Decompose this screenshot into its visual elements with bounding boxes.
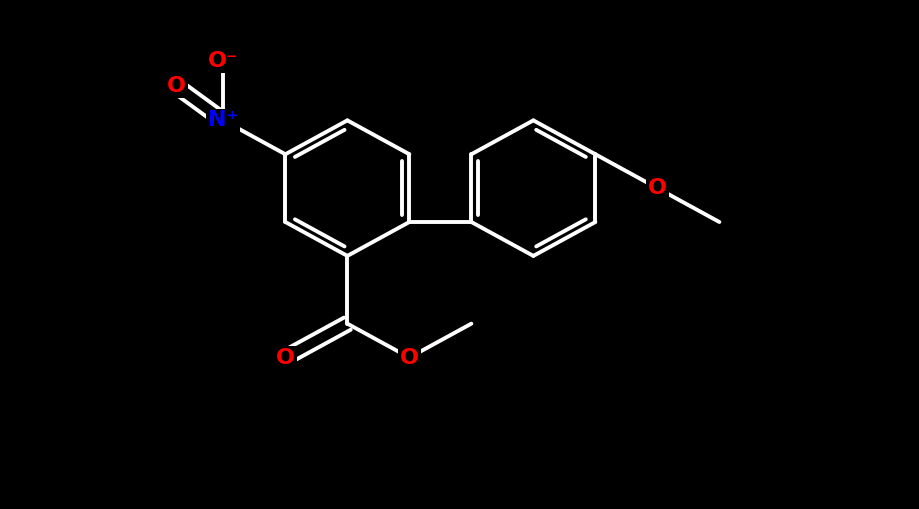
Text: O: O [648,178,667,198]
Text: O⁻: O⁻ [208,51,239,71]
Text: N⁺: N⁺ [209,110,239,130]
Text: O: O [167,76,187,97]
Text: O: O [276,348,295,367]
Text: O: O [400,348,419,367]
